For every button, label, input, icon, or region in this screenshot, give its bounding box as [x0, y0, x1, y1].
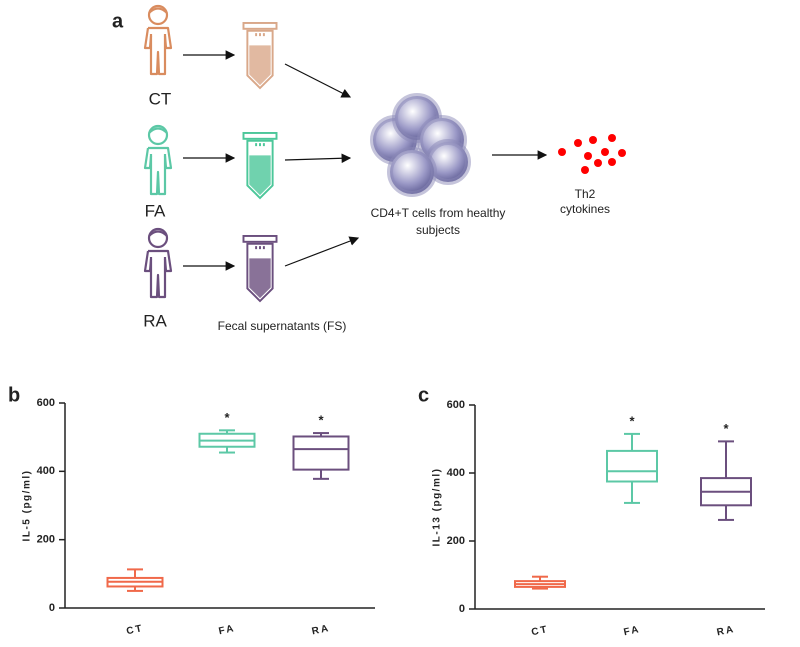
y-tick-label: 600 — [37, 397, 55, 409]
group-label: FA — [145, 201, 166, 220]
y-tick-label: 0 — [49, 602, 55, 614]
significance-label: * — [318, 413, 324, 428]
tube-icon — [241, 22, 279, 90]
person-icon — [143, 124, 173, 196]
y-tick-label: 400 — [37, 465, 55, 477]
arrows — [183, 50, 548, 271]
x-tick-label: CT — [530, 624, 549, 638]
y-tick-label: 400 — [447, 467, 465, 479]
tube-icon — [241, 132, 279, 200]
group-label: RA — [143, 311, 167, 330]
panel-label: a — [112, 10, 124, 32]
output-caption: Th2 — [575, 187, 596, 201]
panel-label: b — [8, 384, 20, 406]
x-tick-label: RA — [311, 623, 331, 638]
y-tick-label: 200 — [37, 534, 55, 546]
person-icon — [143, 227, 173, 299]
x-tick-label: RA — [716, 624, 736, 639]
cells-caption: CD4+T cells from healthy — [371, 206, 506, 220]
significance-label: * — [224, 410, 230, 425]
panel-label: c — [418, 384, 429, 406]
significance-label: * — [629, 413, 635, 428]
y-axis-label: IL-5 (pg/ml) — [22, 470, 33, 542]
cells — [370, 93, 471, 197]
tube-caption: Fecal supernatants (FS) — [218, 319, 347, 333]
person-icon — [143, 4, 173, 76]
x-tick-label: CT — [125, 623, 144, 637]
output-caption: cytokines — [560, 202, 610, 216]
y-tick-label: 200 — [447, 535, 465, 547]
y-tick-label: 600 — [447, 399, 465, 411]
significance-label: * — [723, 421, 729, 436]
cells-caption: subjects — [416, 223, 460, 237]
box — [606, 449, 658, 483]
y-axis-label: IL-13 (pg/ml) — [432, 468, 443, 547]
group-label: CT — [149, 89, 172, 108]
y-tick-label: 0 — [459, 603, 465, 615]
tube-icon — [241, 235, 279, 303]
cytokine-dots — [558, 134, 626, 174]
box — [292, 435, 350, 471]
x-tick-label: FA — [218, 623, 237, 637]
x-tick-label: FA — [623, 624, 642, 638]
